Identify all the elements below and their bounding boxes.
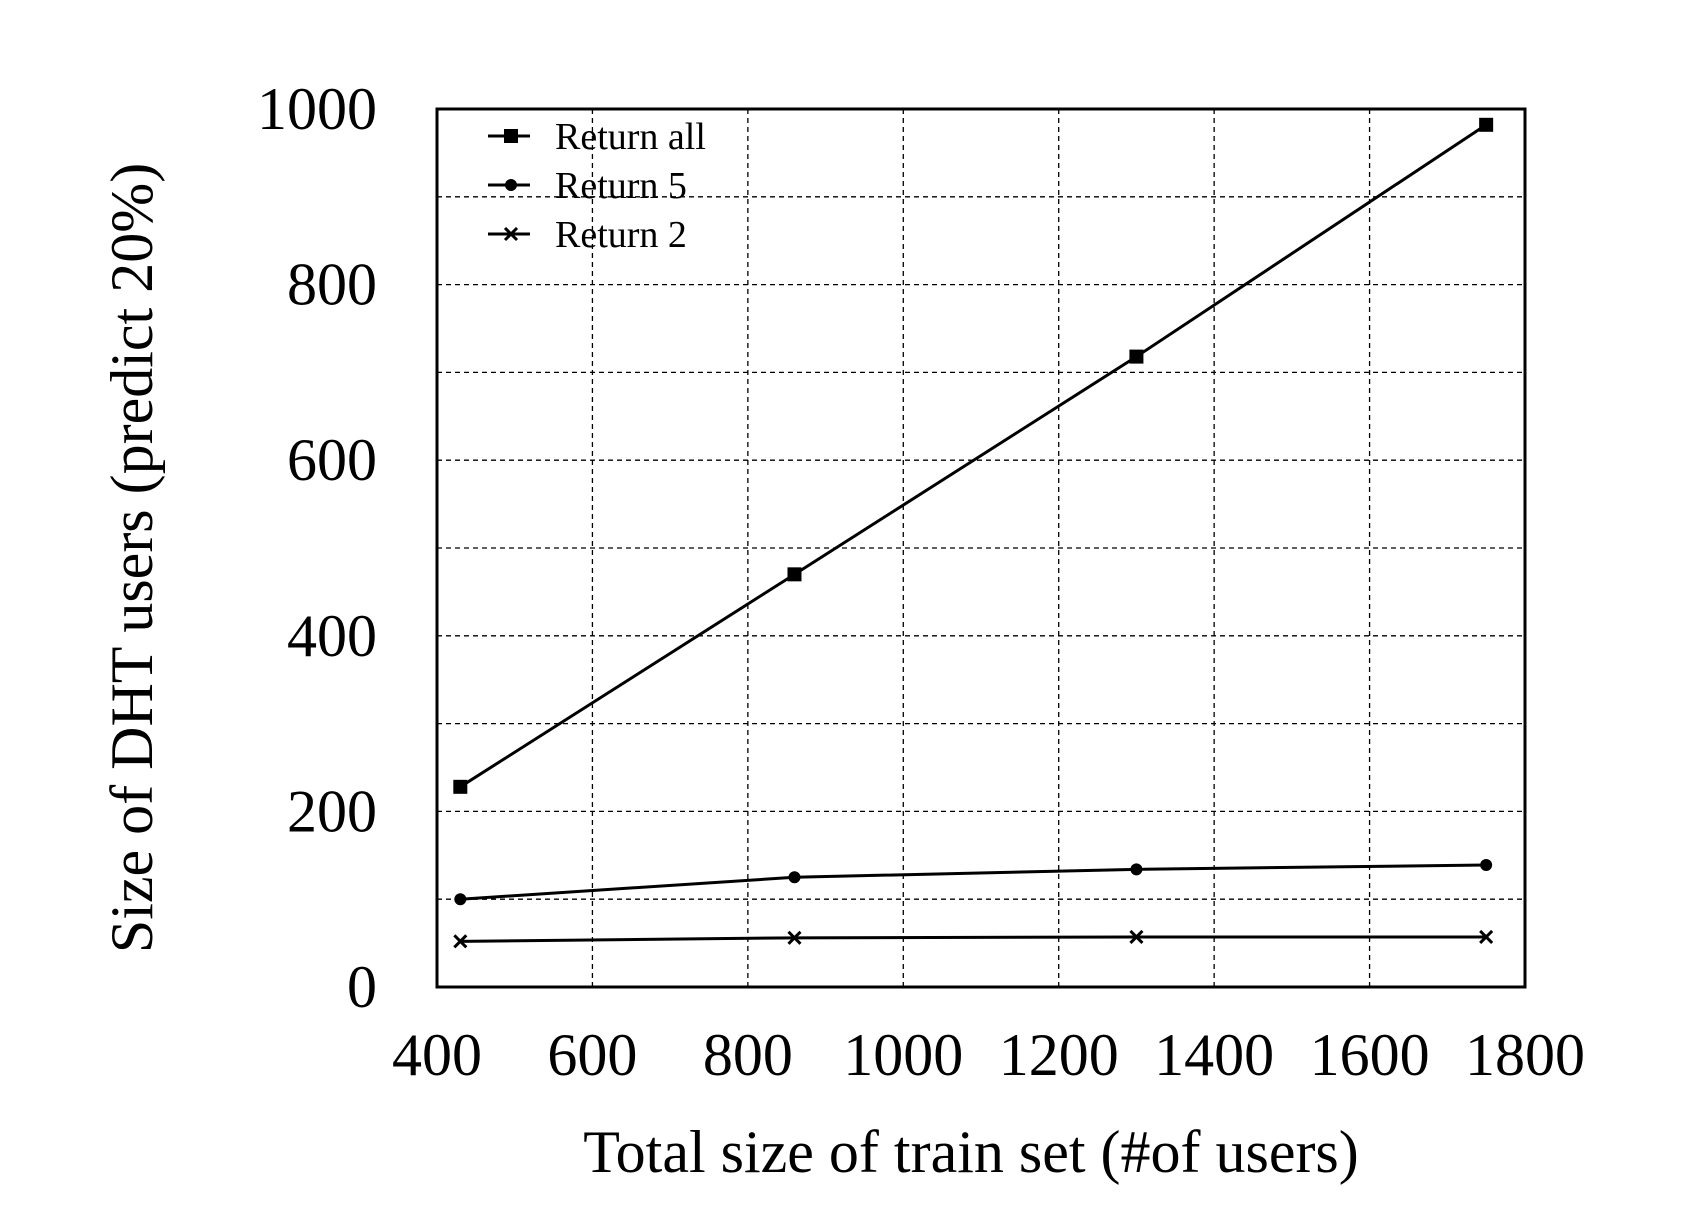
y-tick-label: 800 — [287, 252, 377, 318]
legend-marker — [505, 179, 517, 191]
legend-marker — [504, 129, 518, 143]
legend-label: Return all — [555, 116, 706, 158]
data-point-series-2 — [454, 893, 467, 906]
y-tick-label: 400 — [287, 603, 377, 669]
series-line-1 — [459, 123, 1487, 789]
series-lines — [459, 123, 1487, 943]
data-point-series-2 — [1130, 863, 1143, 876]
data-point-series-1 — [787, 567, 802, 582]
data-point-series-3 — [453, 934, 468, 949]
data-point-series-1 — [1129, 349, 1144, 364]
y-axis-title: Size of DHT users (predict 20%) — [99, 163, 165, 953]
data-point-series-3 — [787, 930, 802, 945]
x-tick-label: 400 — [392, 1022, 482, 1088]
y-tick-label: 1000 — [257, 76, 377, 142]
legend-label: Return 5 — [555, 165, 687, 207]
legend-label: Return 2 — [555, 214, 687, 256]
series-line-3 — [460, 935, 1487, 943]
series-markers — [453, 117, 1494, 949]
x-tick-label: 1600 — [1310, 1022, 1430, 1088]
x-tick-label: 1800 — [1465, 1022, 1585, 1088]
x-tick-label: 1400 — [1154, 1022, 1274, 1088]
plot-area-frame — [435, 107, 1527, 989]
x-tick-label: 800 — [703, 1022, 793, 1088]
data-point-series-3 — [1479, 929, 1494, 945]
x-axis-ticks: 400 600 800 1000 1200 1400 1600 1800 — [392, 1022, 1585, 1088]
data-point-series-3 — [1129, 929, 1144, 945]
data-point-series-1 — [1479, 117, 1494, 132]
data-point-series-2 — [788, 871, 801, 884]
legend: Return all Return 5 Return 2 — [488, 116, 706, 256]
y-axis-ticks: 0 200 400 600 800 1000 — [257, 76, 377, 1020]
grid — [437, 109, 1525, 987]
x-tick-label: 1000 — [843, 1022, 963, 1088]
data-point-series-1 — [453, 779, 468, 794]
x-tick-label: 600 — [547, 1022, 637, 1088]
x-axis-title: Total size of train set (#of users) — [583, 1119, 1359, 1185]
y-tick-label: 600 — [287, 427, 377, 493]
series-line-2 — [460, 863, 1487, 901]
legend-marker — [503, 226, 519, 242]
y-tick-label: 0 — [347, 954, 377, 1020]
x-tick-label: 1200 — [999, 1022, 1119, 1088]
data-point-series-2 — [1480, 858, 1493, 871]
y-tick-label: 200 — [287, 778, 377, 844]
